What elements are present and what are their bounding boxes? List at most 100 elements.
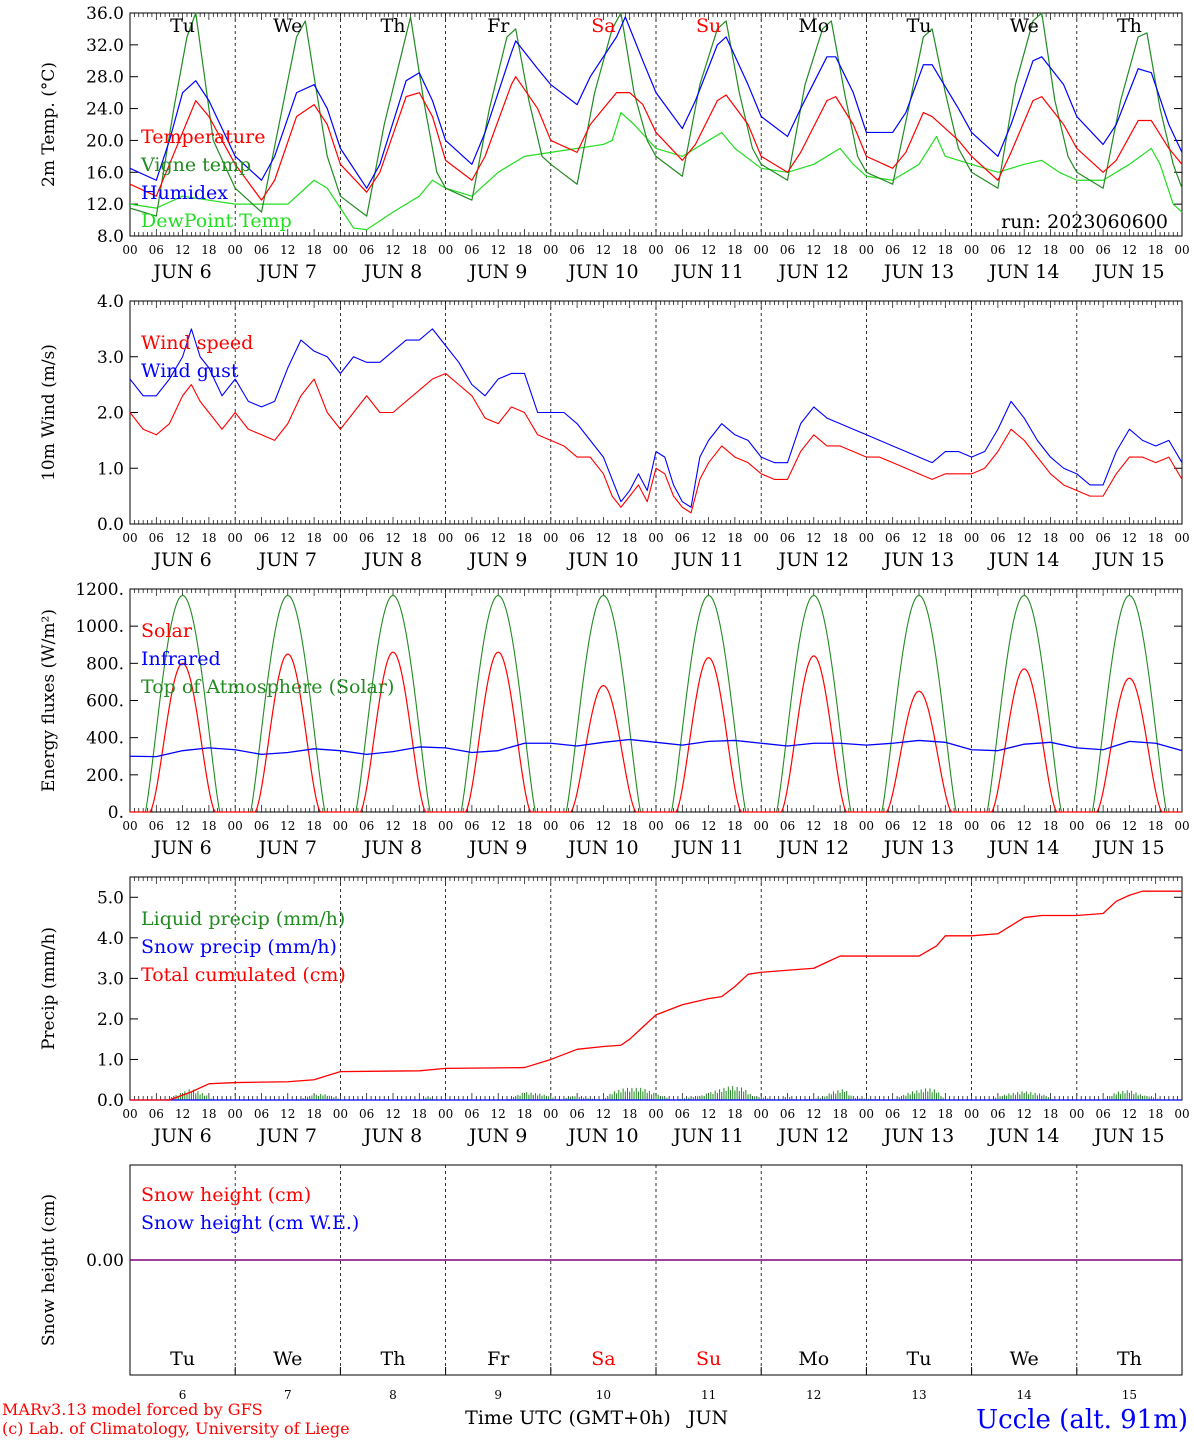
date-label: JUN 11: [671, 1125, 743, 1147]
hour-label: 12: [701, 819, 716, 833]
hour-label: 00: [438, 243, 453, 257]
hour-label: 00: [859, 531, 874, 545]
y-tick-label: 20.0: [86, 131, 124, 151]
hour-label: 12: [596, 1107, 611, 1121]
hour-label: 00: [333, 1107, 348, 1121]
date-label: JUN 14: [987, 549, 1059, 571]
run-label: run: 2023060600: [1001, 211, 1168, 233]
y-tick-label: 8.0: [97, 227, 124, 247]
hour-label: 06: [780, 243, 795, 257]
hour-label: 18: [832, 819, 847, 833]
day-name-label: Tu: [170, 15, 195, 37]
legend-entry: Wind gust: [141, 360, 239, 382]
hour-label: 00: [1069, 1107, 1084, 1121]
hour-label: 00: [333, 819, 348, 833]
hour-label: 12: [701, 243, 716, 257]
date-label: JUN 9: [467, 549, 527, 571]
hour-label: 18: [1148, 1107, 1163, 1121]
hour-label: 18: [938, 243, 953, 257]
hour-label: 12: [806, 819, 821, 833]
series-solar-line: [130, 651, 1182, 813]
hour-label: 06: [149, 1107, 164, 1121]
hour-label: 06: [675, 531, 690, 545]
date-label: JUN 10: [566, 261, 638, 283]
hour-label: 12: [1122, 243, 1137, 257]
hour-label: 06: [254, 531, 269, 545]
hour-label: 00: [859, 243, 874, 257]
date-label: JUN 15: [1092, 261, 1164, 283]
hour-label: 00: [543, 1107, 558, 1121]
date-label: JUN 8: [362, 549, 422, 571]
hour-label: 18: [832, 243, 847, 257]
hour-label: 00: [754, 1107, 769, 1121]
hour-label: 06: [1095, 243, 1110, 257]
hour-label: 18: [517, 819, 532, 833]
day-name-label: Tu: [170, 1348, 195, 1370]
legend: Temperature Vigne temp Humidex DewPoint Tem…: [140, 126, 292, 232]
hour-label: 12: [280, 243, 295, 257]
date-label: JUN 13: [882, 261, 954, 283]
hour-label: 12: [806, 243, 821, 257]
legend: Solar Infrared Top of Atmosphere (Solar): [141, 620, 394, 698]
hour-label: 12: [1122, 819, 1137, 833]
date-label: JUN 12: [777, 837, 849, 859]
hour-label: 18: [201, 819, 216, 833]
series-vigne-temp-line: [129, 12, 1183, 217]
hour-label: 12: [491, 243, 506, 257]
hour-label: 06: [569, 1107, 584, 1121]
hour-label: 18: [1148, 819, 1163, 833]
day-name-label: Mo: [798, 15, 829, 37]
hour-label: 18: [938, 819, 953, 833]
precip-panel: 0.0 1.0 2.0 3.0 4.0 5.0 Precip (mm/h) Liquid pr…: [39, 876, 1190, 1147]
hour-label: 18: [832, 1107, 847, 1121]
hour-label: 18: [412, 819, 427, 833]
hour-label: 06: [569, 531, 584, 545]
y-tick-label: 600.: [86, 692, 124, 712]
y-tick-label: 0.0: [97, 1091, 124, 1111]
day-number-label: 13: [911, 1388, 926, 1402]
hour-labels: 00 06 12 18 00 06 12 18 00 06 12 18 00 06 12 18 00 06 12 18…: [122, 819, 1189, 833]
day-name-label: We: [273, 1348, 302, 1370]
day-number-label: 8: [389, 1388, 397, 1402]
date-label: JUN 14: [987, 261, 1059, 283]
day-name-label: We: [1010, 1348, 1039, 1370]
date-label: JUN 15: [1092, 549, 1164, 571]
credit-line-2: (c) Lab. of Climatology, University of L…: [2, 1419, 350, 1438]
date-label: JUN 8: [362, 1125, 422, 1147]
y-tick-labels: 8.0 12.0 16.0 20.0 24.0 28.0 32.0 36.0: [86, 4, 1182, 247]
hour-label: 12: [911, 1107, 926, 1121]
hour-label: 12: [1122, 531, 1137, 545]
hour-labels: 00 06 12 18 00 06 12 18 00 06 12 18 00 06 12 18 00 06 12 18…: [122, 531, 1189, 545]
hour-label: 00: [228, 819, 243, 833]
date-label: JUN 7: [257, 1125, 317, 1147]
hour-label: 00: [754, 819, 769, 833]
date-label: JUN 10: [566, 837, 638, 859]
day-number-label: 14: [1017, 1388, 1033, 1402]
hour-label: 00: [543, 819, 558, 833]
hour-label: 12: [385, 243, 400, 257]
date-label: JUN 9: [467, 837, 527, 859]
time-ticks: [129, 13, 1183, 236]
day-ticks: [129, 1367, 1183, 1375]
hour-label: 12: [280, 1107, 295, 1121]
y-tick-label: 1.0: [97, 1050, 124, 1070]
date-label: JUN 8: [362, 261, 422, 283]
legend: Liquid precip (mm/h) Snow precip (mm/h) To…: [141, 908, 346, 986]
hour-label: 00: [122, 1107, 137, 1121]
day-name-label: Th: [1117, 1348, 1142, 1370]
series-infrared-line: [129, 738, 1183, 758]
hour-label: 00: [228, 1107, 243, 1121]
date-labels: JUN 6 JUN 7 JUN 8 JUN 9 JUN 10 JUN 11 JUN 12 JU…: [151, 1125, 1164, 1147]
hour-label: 06: [569, 819, 584, 833]
plot-frame: [129, 12, 1183, 237]
hour-label: 12: [175, 243, 190, 257]
hour-label: 18: [412, 531, 427, 545]
date-label: JUN 13: [882, 837, 954, 859]
hour-labels: 00 06 12 18 00 06 12 18 00 06 12 18 00 06 12 18 00 06 12 18…: [122, 243, 1189, 257]
hour-label: 12: [175, 531, 190, 545]
time-ticks: [129, 301, 1183, 524]
hour-label: 18: [1043, 819, 1058, 833]
y-tick-label: 1200.: [75, 580, 124, 600]
hour-label: 00: [438, 531, 453, 545]
